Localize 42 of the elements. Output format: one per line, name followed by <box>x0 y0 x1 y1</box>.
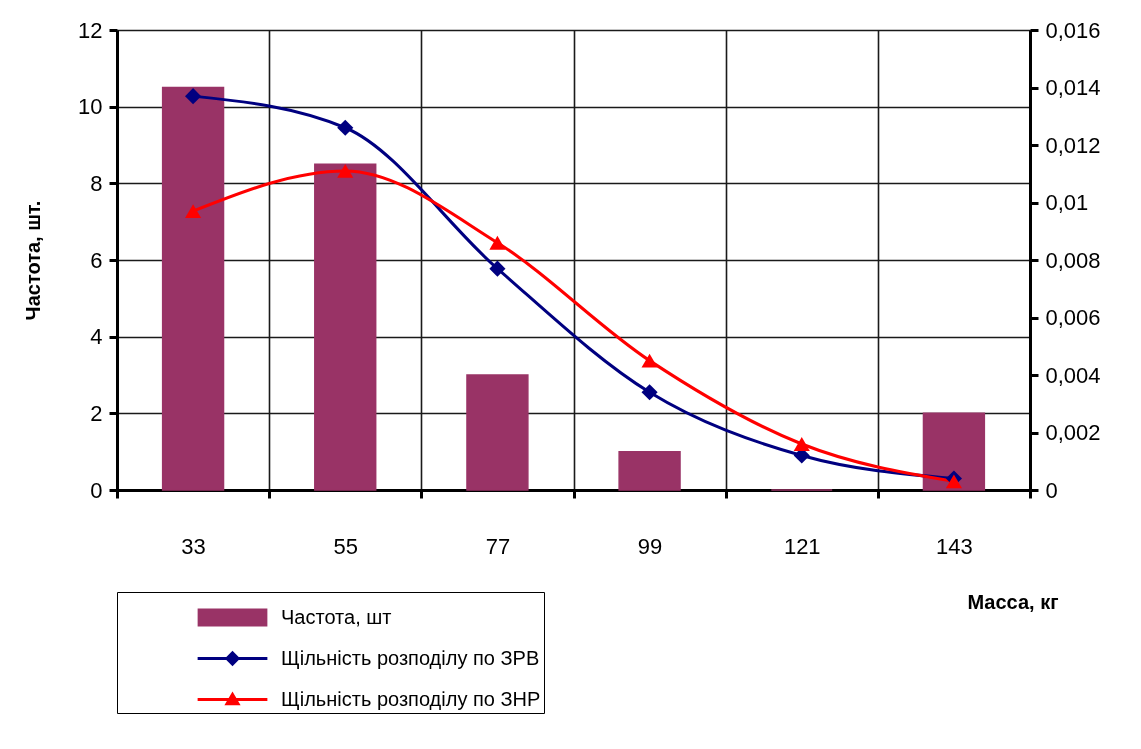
y2-tick-label: 0,004 <box>1045 362 1101 388</box>
x-axis-title: Масса, кг <box>967 590 1059 613</box>
legend-label: Щільність розподілу по ЗНР <box>281 687 541 710</box>
y-tick-label: 2 <box>90 400 103 426</box>
bar <box>466 374 529 491</box>
x-tick-label: 99 <box>637 533 663 559</box>
y2-tick-label: 0 <box>1045 477 1058 503</box>
y2-tick-label: 0,012 <box>1045 132 1101 158</box>
y2-tick-label: 0,002 <box>1045 420 1101 445</box>
bar <box>922 412 986 491</box>
point <box>641 384 658 401</box>
y-tick-label: 10 <box>78 94 103 120</box>
bar <box>618 450 681 491</box>
x-tick-label: 121 <box>783 533 821 559</box>
point <box>489 260 506 277</box>
x-tick-label: 143 <box>936 533 973 559</box>
point <box>489 235 506 250</box>
y2-tick-label: 0,008 <box>1045 247 1101 273</box>
y2-tick-label: 0,01 <box>1045 190 1089 215</box>
y2-tick-label: 0,014 <box>1045 75 1101 100</box>
point <box>185 88 202 105</box>
x-tick-label: 55 <box>333 533 358 559</box>
bar <box>314 163 377 491</box>
y2-tick-label: 0,006 <box>1045 305 1101 330</box>
y2-tick-label: 0,016 <box>1045 17 1101 43</box>
point <box>337 163 354 178</box>
y-tick-label: 12 <box>78 17 103 43</box>
y-axis-title: Частота, шт. <box>22 200 45 321</box>
point <box>641 353 658 368</box>
point <box>337 119 354 136</box>
point <box>945 474 962 489</box>
point <box>793 437 810 451</box>
y-tick-label: 0 <box>90 477 103 503</box>
y-tick-label: 8 <box>90 170 103 196</box>
x-tick-label: 33 <box>181 533 206 559</box>
y-tick-label: 6 <box>90 247 103 273</box>
legend-label: Щільність розподілу по ЗРВ <box>281 646 540 669</box>
point <box>185 204 202 219</box>
x-tick-label: 77 <box>485 533 511 559</box>
legend-label: Частота, шт <box>281 605 392 628</box>
y-tick-label: 4 <box>90 324 103 350</box>
bar <box>161 86 225 491</box>
